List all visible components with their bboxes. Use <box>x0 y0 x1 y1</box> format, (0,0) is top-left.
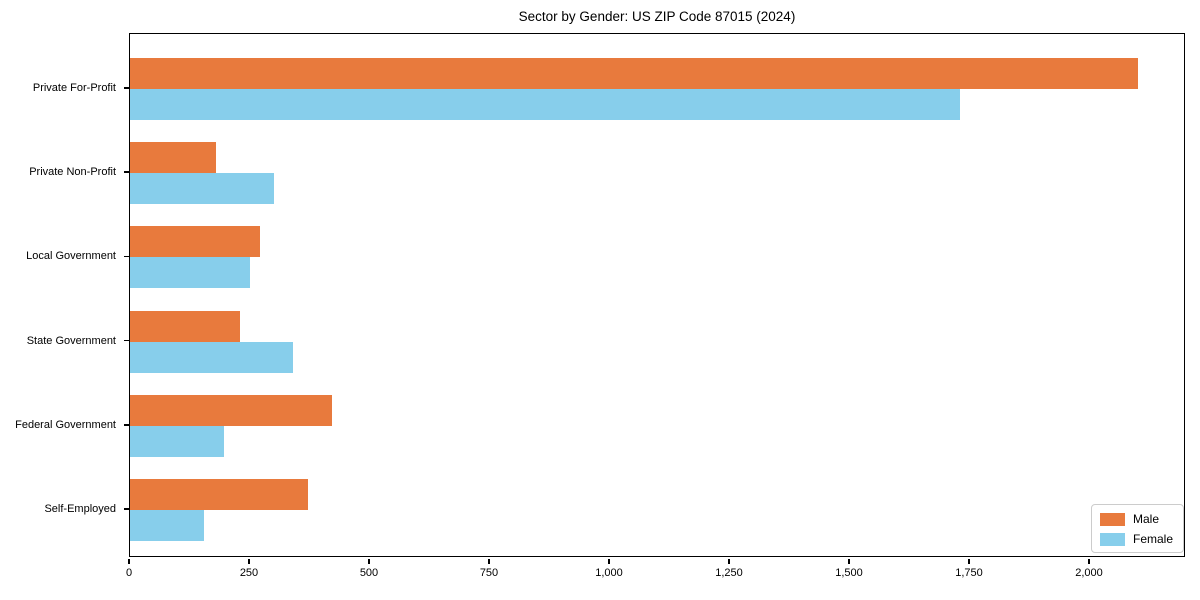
y-tick-0 <box>124 87 129 89</box>
x-tick-label-5: 1,250 <box>715 567 743 579</box>
bar-female-5 <box>130 510 205 541</box>
plot-area <box>129 33 1185 557</box>
bar-female-4 <box>130 425 224 457</box>
y-tick-3 <box>124 339 129 342</box>
bar-male-3 <box>130 310 241 342</box>
x-tick-label-6: 1,500 <box>835 567 863 579</box>
bar-female-1 <box>130 173 274 205</box>
x-tick-5 <box>728 558 730 564</box>
y-tick-1 <box>124 171 129 173</box>
x-tick-label-8: 2,000 <box>1075 567 1103 579</box>
x-tick-label-0: 0 <box>125 567 133 579</box>
legend-item-female: Female <box>1100 532 1175 546</box>
bar-female-2 <box>130 257 250 289</box>
x-tick-2 <box>368 558 370 564</box>
x-tick-label-1: 250 <box>239 567 259 579</box>
x-tick-1 <box>248 558 250 564</box>
x-tick-7 <box>968 558 970 564</box>
bar-female-0 <box>130 89 961 120</box>
bar-male-1 <box>130 142 217 174</box>
bar-male-5 <box>130 479 308 510</box>
x-tick-label-3: 750 <box>479 567 499 579</box>
chart-title: Sector by Gender: US ZIP Code 87015 (202… <box>518 9 796 24</box>
x-tick-3 <box>488 558 490 564</box>
x-tick-label-4: 1,000 <box>595 567 623 579</box>
y-category-label-3: State Government <box>26 334 116 347</box>
bar-male-4 <box>130 394 332 426</box>
y-category-label-5: Self-Employed <box>44 503 116 515</box>
y-category-label-2: Local Government <box>26 250 116 263</box>
x-tick-6 <box>848 558 850 564</box>
y-category-label-1: Private Non-Profit <box>29 166 116 179</box>
bar-male-0 <box>130 58 1138 89</box>
x-tick-label-7: 1,750 <box>955 567 983 579</box>
legend-item-male: Male <box>1100 512 1175 526</box>
legend: Male Female <box>1091 504 1184 553</box>
y-category-label-4: Federal Government <box>15 418 116 431</box>
y-tick-2 <box>124 255 129 258</box>
x-tick-0 <box>128 558 130 564</box>
y-tick-4 <box>124 424 129 426</box>
y-tick-5 <box>124 508 129 510</box>
male-color-swatch <box>1100 512 1125 526</box>
bar-male-2 <box>130 226 260 258</box>
legend-label-male: Male <box>1133 512 1160 526</box>
x-tick-8 <box>1088 558 1090 564</box>
x-tick-4 <box>608 558 610 564</box>
bar-female-3 <box>130 341 294 373</box>
female-color-swatch <box>1100 532 1125 546</box>
legend-label-female: Female <box>1133 532 1174 546</box>
y-category-label-0: Private For-Profit <box>32 82 116 94</box>
x-tick-label-2: 500 <box>359 567 379 579</box>
